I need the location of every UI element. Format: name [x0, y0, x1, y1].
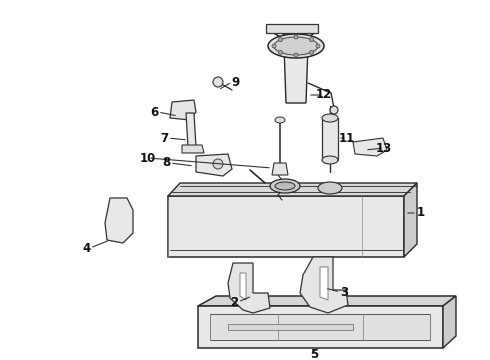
Ellipse shape	[322, 156, 338, 164]
Ellipse shape	[268, 34, 324, 58]
Polygon shape	[240, 273, 246, 300]
Circle shape	[294, 53, 298, 57]
Circle shape	[294, 35, 298, 39]
Text: 10: 10	[140, 152, 156, 165]
Polygon shape	[186, 113, 196, 147]
Ellipse shape	[322, 114, 338, 122]
Text: 12: 12	[316, 89, 332, 102]
Circle shape	[213, 77, 223, 87]
Polygon shape	[272, 163, 288, 175]
Text: 6: 6	[150, 105, 158, 118]
Circle shape	[213, 159, 223, 169]
Polygon shape	[198, 306, 443, 348]
Ellipse shape	[274, 37, 318, 55]
Polygon shape	[170, 100, 196, 120]
Ellipse shape	[270, 179, 300, 193]
Ellipse shape	[275, 182, 295, 190]
Polygon shape	[266, 24, 318, 33]
Circle shape	[310, 50, 314, 54]
Ellipse shape	[318, 182, 342, 194]
Polygon shape	[284, 46, 308, 103]
Text: 7: 7	[160, 131, 168, 144]
Polygon shape	[353, 138, 387, 156]
Polygon shape	[322, 118, 338, 160]
Circle shape	[316, 44, 320, 48]
Text: 9: 9	[232, 76, 240, 89]
Polygon shape	[182, 145, 204, 153]
Circle shape	[330, 106, 338, 114]
Polygon shape	[105, 198, 133, 243]
Polygon shape	[196, 154, 232, 176]
Polygon shape	[198, 296, 456, 306]
Text: 11: 11	[339, 131, 355, 144]
Text: 1: 1	[417, 207, 425, 220]
Polygon shape	[210, 314, 430, 340]
Polygon shape	[228, 324, 353, 330]
Polygon shape	[168, 196, 404, 257]
Text: 2: 2	[230, 296, 238, 309]
Ellipse shape	[275, 117, 285, 123]
Polygon shape	[404, 183, 417, 257]
Text: 4: 4	[82, 242, 90, 255]
Text: 13: 13	[376, 141, 392, 154]
Circle shape	[272, 44, 276, 48]
Polygon shape	[228, 263, 270, 313]
Circle shape	[278, 38, 282, 42]
Polygon shape	[300, 257, 348, 313]
Polygon shape	[320, 267, 328, 300]
Text: 5: 5	[310, 348, 318, 360]
Polygon shape	[168, 183, 417, 196]
Polygon shape	[443, 296, 456, 348]
Circle shape	[310, 38, 314, 42]
Text: 8: 8	[162, 157, 170, 170]
Circle shape	[278, 50, 282, 54]
Text: 3: 3	[340, 285, 348, 298]
